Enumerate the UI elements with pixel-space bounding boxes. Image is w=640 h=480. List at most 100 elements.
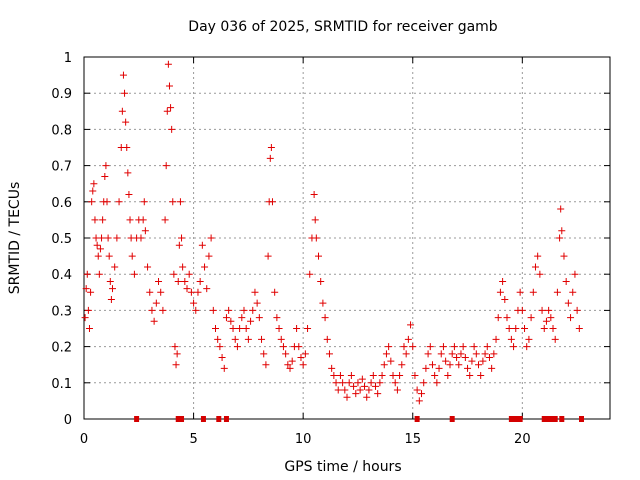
data-point (569, 288, 577, 296)
data-point (88, 198, 96, 206)
data-point (317, 277, 325, 285)
data-point (101, 172, 109, 180)
data-point (244, 335, 252, 343)
data-point (475, 361, 482, 369)
data-point (575, 325, 583, 332)
data-point (89, 187, 97, 195)
data-point (336, 372, 344, 380)
data-point (387, 357, 395, 365)
data-point (271, 288, 279, 296)
zero-marker (512, 416, 518, 422)
data-point (192, 306, 200, 314)
data-point (284, 361, 292, 369)
data-point (268, 198, 276, 206)
data-point (212, 325, 219, 332)
data-point (330, 372, 338, 380)
data-point (242, 325, 250, 332)
data-point (275, 325, 283, 332)
data-point (173, 350, 181, 358)
zero-marker (200, 416, 206, 422)
data-point (378, 372, 386, 380)
data-point (214, 335, 222, 343)
data-point (165, 82, 173, 90)
zero-markers (134, 416, 585, 422)
data-point (172, 361, 180, 369)
data-point (531, 263, 539, 271)
data-point (288, 357, 296, 365)
data-point (264, 252, 272, 260)
y-tick-label: 0.3 (51, 304, 72, 319)
data-point (170, 270, 178, 278)
data-point (174, 277, 182, 285)
data-point (536, 270, 544, 278)
data-point (183, 285, 191, 293)
data-point (99, 216, 107, 224)
data-point (106, 277, 114, 285)
data-point (411, 372, 419, 380)
data-point (81, 314, 89, 322)
data-point (516, 288, 524, 296)
data-point (494, 314, 502, 322)
data-point (104, 234, 112, 242)
data-point (343, 393, 351, 401)
data-point (179, 263, 187, 271)
data-point (196, 277, 204, 285)
zero-marker (216, 416, 222, 422)
data-point (304, 325, 312, 332)
data-point (207, 234, 215, 242)
data-point (547, 314, 555, 322)
data-point (102, 162, 110, 170)
data-point (238, 314, 246, 322)
data-point (124, 169, 132, 177)
data-point (418, 390, 426, 398)
data-point (503, 314, 511, 322)
data-point (376, 379, 384, 387)
data-point (407, 321, 415, 329)
x-tick-label: 10 (295, 432, 312, 447)
data-point (501, 296, 509, 304)
data-point (139, 216, 147, 224)
data-point (483, 343, 491, 351)
data-point (485, 353, 493, 361)
data-point (273, 314, 281, 322)
y-tick-label: 0.8 (51, 123, 72, 138)
data-point (492, 335, 500, 343)
data-point (551, 335, 559, 343)
data-point (391, 379, 399, 387)
chart-title: Day 036 of 2025, SRMTID for receiver gam… (188, 19, 498, 35)
data-point (255, 314, 263, 322)
data-point (218, 353, 226, 361)
data-point (94, 252, 102, 260)
data-point (369, 372, 377, 380)
data-point (328, 364, 336, 372)
data-point (413, 386, 421, 394)
data-point (571, 270, 579, 278)
data-point (105, 252, 113, 260)
data-point (507, 335, 515, 343)
data-point (420, 379, 428, 387)
data-point (87, 288, 95, 296)
data-point (424, 350, 432, 358)
zero-marker (552, 416, 558, 422)
data-point (163, 107, 171, 115)
data-point (466, 372, 474, 380)
data-point (201, 263, 209, 271)
data-point (389, 372, 397, 380)
data-point (385, 343, 393, 351)
data-point (374, 390, 382, 398)
data-point (148, 306, 156, 314)
data-point (312, 234, 320, 242)
data-point (562, 277, 570, 285)
data-point (253, 299, 261, 307)
data-point (111, 263, 119, 271)
data-point (347, 372, 355, 380)
data-point (549, 325, 557, 332)
data-point (415, 397, 423, 405)
data-point (140, 198, 148, 206)
data-point (496, 288, 504, 296)
data-point (422, 364, 430, 372)
data-point (450, 343, 458, 351)
data-point (453, 353, 461, 361)
data-point (251, 288, 259, 296)
